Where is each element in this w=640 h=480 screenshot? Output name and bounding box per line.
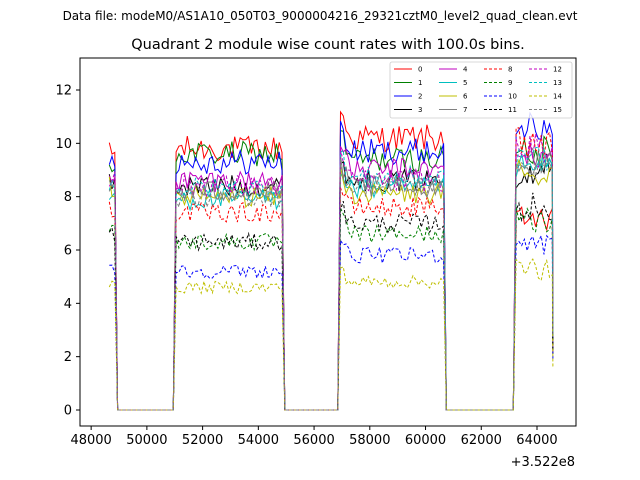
legend-label-2: 2 <box>418 93 422 101</box>
series-line-14 <box>108 258 554 411</box>
plot-lines <box>108 110 554 411</box>
x-axis: 48000 50000 52000 54000 56000 58000 60000 62000… <box>70 426 558 448</box>
legend-label-6: 6 <box>463 93 468 101</box>
series-line-15 <box>108 147 554 411</box>
x-tick-label: 58000 <box>349 433 390 448</box>
x-tick-label: 50000 <box>126 433 167 448</box>
legend-label-12: 12 <box>553 66 562 74</box>
x-tick-label: 62000 <box>461 433 502 448</box>
y-tick-label: 2 <box>64 350 72 365</box>
legend-label-5: 5 <box>463 79 467 87</box>
legend-label-10: 10 <box>508 93 517 101</box>
legend-label-1: 1 <box>418 79 422 87</box>
legend-label-3: 3 <box>418 106 422 114</box>
y-tick-label: 10 <box>55 137 72 152</box>
y-tick-label: 6 <box>64 244 72 259</box>
chart-suptitle: Data file: modeM0/AS1A10_050T03_90000042… <box>63 9 578 23</box>
y-axis: 0 2 4 6 8 10 12 <box>55 84 80 419</box>
legend-label-8: 8 <box>508 66 512 74</box>
axes-frame <box>79 57 577 427</box>
y-tick-label: 0 <box>64 404 72 419</box>
legend-label-14: 14 <box>553 93 562 101</box>
legend-label-0: 0 <box>418 66 422 74</box>
legend-label-7: 7 <box>463 106 467 114</box>
x-tick-label: 64000 <box>516 433 557 448</box>
x-offset-label: +3.522e8 <box>511 455 575 470</box>
chart-title: Quadrant 2 module wise count rates with … <box>131 37 525 53</box>
x-tick-label: 56000 <box>293 433 334 448</box>
legend-label-13: 13 <box>553 79 562 87</box>
x-tick-label: 48000 <box>70 433 111 448</box>
legend-label-15: 15 <box>553 106 562 114</box>
legend-label-9: 9 <box>508 79 512 87</box>
legend-box <box>389 61 573 119</box>
y-tick-label: 8 <box>64 190 72 205</box>
legend-label-11: 11 <box>508 106 517 114</box>
y-tick-label: 12 <box>55 84 72 99</box>
y-tick-label: 4 <box>64 297 72 312</box>
x-tick-label: 52000 <box>182 433 223 448</box>
x-tick-label: 60000 <box>405 433 446 448</box>
legend-label-4: 4 <box>463 66 468 74</box>
series-line-12 <box>108 133 554 411</box>
x-tick-label: 54000 <box>238 433 279 448</box>
